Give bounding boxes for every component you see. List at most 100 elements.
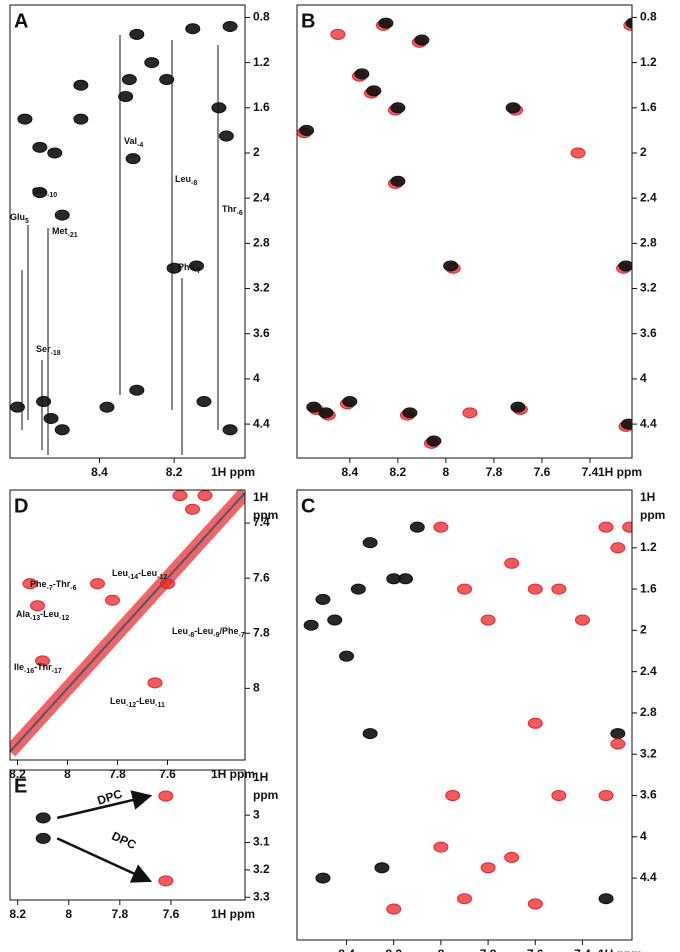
y-tick-label: 3.2 — [253, 862, 270, 876]
peak — [90, 578, 105, 590]
peak — [445, 790, 461, 802]
peak — [570, 147, 586, 159]
y-tick-label: 8 — [253, 681, 260, 695]
peak — [222, 20, 238, 32]
peak — [54, 209, 70, 221]
x-tick-label: 8.4 — [341, 465, 358, 479]
peak — [409, 521, 425, 533]
y-tick-label: 3.6 — [640, 326, 657, 340]
peak — [299, 124, 315, 136]
y-tick-label: 7.6 — [253, 570, 270, 584]
frame — [9, 769, 246, 901]
peak — [433, 841, 449, 853]
x-axis-label: 1H ppm — [598, 465, 642, 479]
y-tick-label: 7.4 — [253, 515, 270, 529]
annotation-part: Gln — [32, 186, 47, 196]
annotation-part: Leu — [175, 174, 191, 184]
peak — [32, 187, 48, 199]
x-tick-label: 8 — [438, 947, 445, 952]
shift-arrow — [56, 790, 153, 820]
annotation: Leu-12-Leu-11 — [110, 696, 165, 709]
peak — [218, 130, 234, 142]
peak — [99, 401, 115, 413]
peak — [551, 583, 567, 595]
peak — [366, 85, 382, 97]
frame — [9, 4, 246, 459]
peak — [30, 600, 45, 612]
peak — [17, 113, 33, 125]
y-tick-label: 2 — [253, 145, 260, 159]
peak — [172, 490, 188, 502]
y-tick-label: 2 — [640, 623, 647, 637]
plot-area — [35, 790, 174, 887]
y-tick-label: 2.8 — [640, 705, 657, 719]
peak — [457, 583, 472, 595]
x-axis-label: 1H ppm — [211, 465, 255, 479]
peak — [22, 578, 38, 590]
x-tick-label: 8.4 — [91, 465, 108, 479]
peak — [73, 113, 89, 125]
peak — [350, 583, 366, 595]
x-tick-label: 7.6 — [163, 907, 180, 921]
annotation-part: -17 — [52, 668, 62, 675]
annotation-part: DPC — [109, 829, 138, 853]
annotation: Ile-16-Thr-17 — [14, 662, 62, 675]
annotation-part: Ile — [14, 662, 24, 672]
annotation-part: -6 — [237, 210, 243, 217]
y-tick-label: 3.2 — [253, 281, 270, 295]
annotation-part: Thr — [222, 204, 237, 214]
y-tick-label: 2.4 — [640, 664, 657, 678]
y-tick-label: 1.2 — [253, 55, 270, 69]
x-tick-label: 8.4 — [338, 947, 355, 952]
annotation-part: -12 — [126, 702, 136, 709]
y-tick-label: 0.8 — [253, 10, 270, 24]
annotation-part: Leu — [172, 626, 188, 636]
peak — [610, 738, 626, 750]
annotation: Ser-18 — [36, 344, 61, 357]
annotation-part: Val — [124, 136, 137, 146]
frame — [296, 489, 633, 941]
x-tick-label: 7.4 — [582, 465, 599, 479]
peak — [47, 147, 63, 159]
panel-label: E — [14, 775, 27, 797]
annotation-part: 5 — [25, 218, 29, 225]
annotation: Gln-10 — [32, 186, 57, 199]
y-axis-label: ppm — [253, 508, 278, 522]
peak — [527, 717, 543, 729]
peak — [144, 57, 160, 69]
peak — [574, 614, 590, 626]
peak — [480, 614, 496, 626]
peak — [196, 396, 212, 408]
peak — [166, 262, 182, 274]
peak — [622, 521, 632, 533]
peak — [73, 79, 89, 91]
x-tick-label: 7.8 — [480, 947, 497, 952]
y-tick-label: 3.6 — [640, 788, 657, 802]
y-tick-label: 4 — [253, 371, 260, 385]
annotation-part: -Leu — [194, 626, 213, 636]
peak — [43, 412, 59, 424]
y-tick-label: 4.4 — [640, 416, 657, 430]
peak — [457, 893, 472, 905]
peak — [158, 790, 174, 802]
annotation: Ala-13-Leu-12 — [16, 609, 69, 622]
peak — [303, 619, 319, 631]
peak — [315, 872, 331, 884]
diagonal-core — [10, 492, 245, 753]
x-tick-label: 7.4 — [574, 947, 591, 952]
y-tick-label: 2.8 — [253, 236, 270, 250]
annotation-part: -Leu — [136, 696, 155, 706]
peak — [398, 573, 414, 585]
peak — [390, 102, 406, 114]
peak — [121, 74, 137, 86]
peak — [374, 862, 390, 874]
y-tick-label: 1.6 — [640, 581, 657, 595]
annotation-part: -16 — [24, 668, 34, 675]
annotation-part: -14 — [128, 574, 138, 581]
y-tick-label: 1.6 — [253, 100, 270, 114]
x-tick-label: 8.2 — [9, 767, 26, 781]
annotation-part: -7 — [47, 585, 53, 592]
annotation: Glu5 — [10, 212, 29, 225]
y-axis-label: ppm — [253, 788, 278, 802]
